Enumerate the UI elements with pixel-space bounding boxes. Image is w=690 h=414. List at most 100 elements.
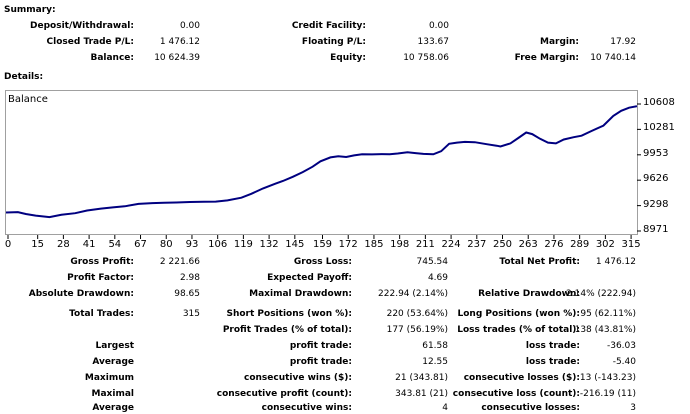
x-tick-label: 315 [621, 239, 641, 250]
summary-value: 133.67 [417, 37, 450, 47]
details-label: Gross Profit: [70, 257, 134, 267]
y-tick-label: 9626 [643, 173, 669, 185]
details-value: 2 221.66 [159, 257, 200, 267]
x-tick-label: 289 [570, 239, 590, 250]
details-value: 98.65 [174, 289, 200, 299]
details-label: Expected Payoff: [267, 273, 352, 283]
details-value: 220 (53.64%) [386, 309, 448, 319]
details-label: Long Positions (won %): [457, 309, 580, 319]
details-value: 177 (56.19%) [386, 325, 448, 335]
summary-label: Equity: [330, 53, 366, 63]
details-value: -36.03 [606, 341, 636, 351]
details-value: 2.98 [179, 273, 200, 283]
details-label: consecutive wins ($): [243, 373, 352, 383]
details-label: profit trade: [289, 341, 352, 351]
x-tick-label: 28 [57, 239, 70, 250]
details-label: consecutive wins: [261, 403, 352, 413]
details-label: consecutive profit (count): [216, 389, 352, 399]
y-tick-label: 9298 [643, 198, 669, 210]
x-tick-label: 132 [259, 239, 279, 250]
details-value: 4 [442, 403, 448, 413]
x-tick-label: 0 [4, 239, 12, 250]
summary-label: Free Margin: [514, 53, 579, 63]
y-tick-label: 10608 [643, 97, 675, 108]
details-label: Gross Loss: [293, 257, 352, 267]
details-label: Loss trades (% of total): [457, 325, 580, 335]
summary-label: Closed Trade P/L: [46, 37, 134, 47]
x-tick-label: 211 [415, 239, 435, 250]
details-value: 13 (-143.23) [579, 373, 636, 383]
y-tick-label: 10281 [643, 122, 675, 134]
summary-value: 10 624.39 [154, 53, 200, 63]
details-value: 21 (343.81) [395, 373, 448, 383]
details-label: Maximal Drawdown: [249, 289, 352, 299]
summary-label: Floating P/L: [301, 37, 366, 47]
details-value: 3 [630, 403, 636, 413]
summary-label: Margin: [539, 37, 579, 47]
details-value: 138 (43.81%) [574, 325, 636, 335]
details-label: Profit Factor: [67, 273, 134, 283]
x-tick-label: 54 [108, 239, 122, 250]
details-label: Average [92, 357, 134, 367]
details-label: consecutive loss (count): [452, 389, 580, 399]
x-tick-label: 67 [134, 239, 147, 250]
x-tick-label: 185 [364, 239, 384, 250]
x-tick-label: 198 [390, 239, 410, 250]
summary-heading: Summary: [4, 5, 56, 15]
summary-label: Balance: [90, 53, 134, 63]
details-label: profit trade: [289, 357, 352, 367]
details-label: loss trade: [525, 341, 580, 351]
details-label: Total Trades: [69, 309, 134, 319]
summary-value: 10 758.06 [403, 53, 449, 63]
x-tick-label: 263 [518, 239, 538, 250]
x-tick-label: 250 [492, 239, 513, 250]
y-tick-label: 9953 [643, 147, 669, 159]
summary-value: 0.00 [428, 21, 449, 31]
chart-title: Balance [8, 94, 48, 105]
details-label: Largest [95, 341, 134, 351]
details-value: 2.14% (222.94) [566, 289, 636, 299]
details-value: -216.19 (11) [579, 389, 636, 399]
x-tick-label: 224 [441, 239, 461, 250]
details-value: 745.54 [416, 257, 449, 267]
details-value: 12.55 [422, 357, 448, 367]
details-label: Total Net Profit: [499, 257, 580, 267]
x-tick-label: 80 [159, 239, 173, 250]
details-label: consecutive losses ($): [463, 373, 580, 383]
details-label: Absolute Drawdown: [28, 289, 134, 299]
balance-chart [5, 90, 638, 235]
summary-value: 10 740.14 [590, 53, 636, 63]
details-heading: Details: [4, 72, 44, 82]
details-value: 4.69 [427, 273, 448, 283]
details-label: loss trade: [525, 357, 580, 367]
x-tick-label: 159 [312, 239, 333, 250]
details-value: 343.81 (21) [395, 389, 448, 399]
details-value: 1 476.12 [595, 257, 636, 267]
details-label: Profit Trades (% of total): [222, 325, 352, 335]
y-tick-label: 8971 [643, 224, 669, 235]
details-value: 315 [182, 309, 200, 319]
x-tick-label: 93 [185, 239, 199, 250]
x-tick-label: 172 [338, 239, 358, 250]
x-tick-label: 145 [285, 239, 305, 250]
summary-label: Deposit/Withdrawal: [30, 21, 134, 31]
x-tick-label: 15 [31, 239, 45, 250]
details-value: 61.58 [422, 341, 448, 351]
details-label: Relative Drawdown: [478, 289, 580, 299]
x-tick-label: 302 [595, 239, 615, 250]
x-tick-label: 106 [208, 239, 228, 250]
details-value: 222.94 (2.14%) [378, 289, 448, 299]
x-tick-label: 41 [82, 239, 96, 250]
details-value: 95 (62.11%) [580, 309, 636, 319]
balance-line [5, 105, 638, 219]
details-label: Maximum [84, 373, 134, 383]
summary-value: 0.00 [179, 21, 200, 31]
details-label: Short Positions (won %): [226, 309, 352, 319]
x-tick-label: 276 [544, 239, 564, 250]
summary-value: 1 476.12 [159, 37, 200, 47]
details-label: Average [92, 403, 134, 413]
x-tick-label: 119 [233, 239, 253, 250]
details-label: Maximal [91, 389, 134, 399]
summary-value: 17.92 [610, 37, 636, 47]
